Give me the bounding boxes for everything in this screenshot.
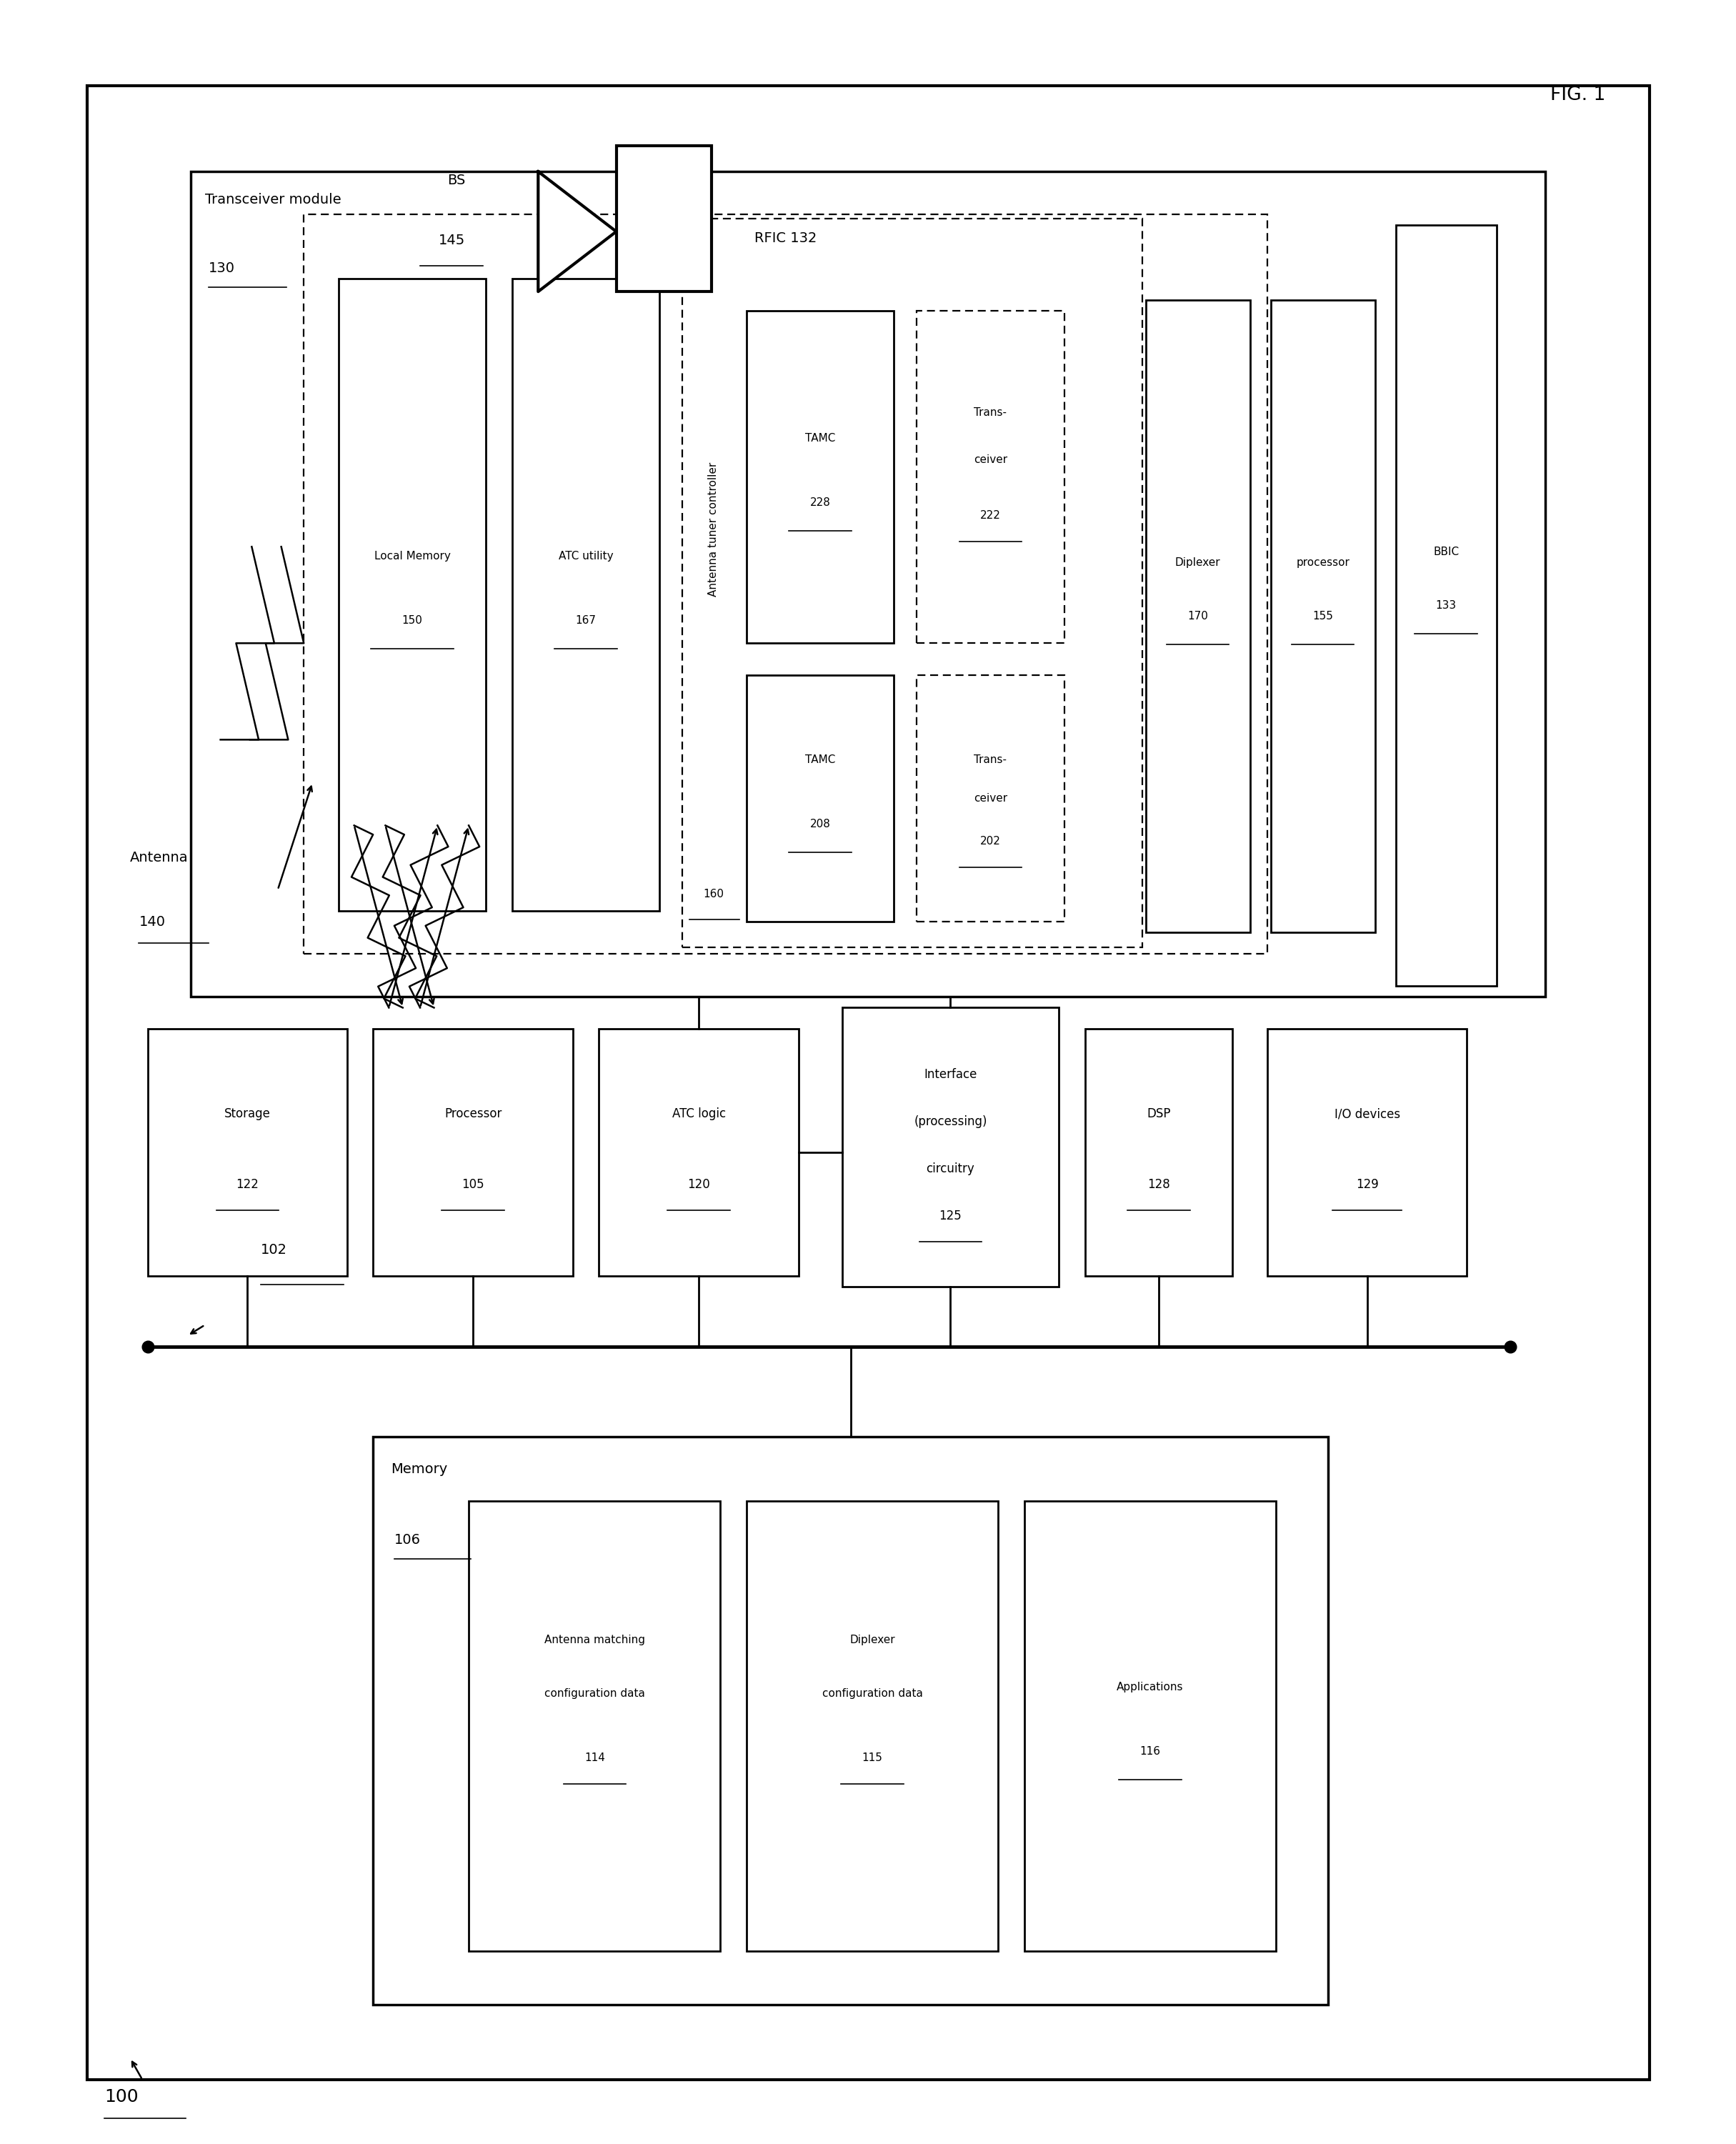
FancyBboxPatch shape: [373, 1029, 573, 1276]
Text: 150: 150: [403, 615, 422, 626]
Text: Local Memory: Local Memory: [375, 551, 450, 562]
Text: 129: 129: [1356, 1179, 1378, 1190]
FancyBboxPatch shape: [469, 1501, 720, 1951]
Text: FIG. 1: FIG. 1: [1550, 86, 1606, 105]
FancyBboxPatch shape: [1024, 1501, 1276, 1951]
Text: 145: 145: [439, 234, 465, 247]
Text: Trans-: Trans-: [974, 407, 1007, 418]
Text: 140: 140: [139, 915, 165, 928]
Text: Antenna tuner controller: Antenna tuner controller: [708, 463, 719, 596]
Text: Diplexer: Diplexer: [1175, 557, 1220, 568]
Text: 116: 116: [1141, 1747, 1160, 1756]
Text: ceiver: ceiver: [974, 455, 1007, 465]
Text: 120: 120: [687, 1179, 710, 1190]
FancyBboxPatch shape: [1396, 225, 1496, 986]
Text: 125: 125: [939, 1209, 962, 1222]
Text: Storage: Storage: [224, 1108, 271, 1119]
Text: 105: 105: [462, 1179, 484, 1190]
Text: 102: 102: [260, 1244, 286, 1256]
FancyBboxPatch shape: [373, 1436, 1328, 2005]
Text: DSP: DSP: [1147, 1108, 1170, 1119]
FancyBboxPatch shape: [746, 675, 894, 922]
Text: 128: 128: [1147, 1179, 1170, 1190]
Text: Antenna: Antenna: [130, 851, 189, 864]
Text: Interface: Interface: [924, 1068, 977, 1081]
Text: 208: 208: [811, 819, 830, 830]
Text: ATC utility: ATC utility: [559, 551, 613, 562]
Text: Processor: Processor: [444, 1108, 502, 1119]
Text: Transceiver module: Transceiver module: [205, 193, 340, 206]
Text: 202: 202: [981, 836, 1000, 847]
Text: 222: 222: [981, 510, 1000, 521]
FancyBboxPatch shape: [339, 279, 486, 911]
FancyBboxPatch shape: [1271, 300, 1375, 933]
Text: 100: 100: [104, 2088, 139, 2105]
Text: circuitry: circuitry: [927, 1162, 974, 1175]
Text: 114: 114: [585, 1754, 604, 1762]
FancyBboxPatch shape: [917, 311, 1064, 643]
Text: 170: 170: [1187, 611, 1208, 622]
Text: 115: 115: [863, 1754, 882, 1762]
Text: Diplexer: Diplexer: [849, 1636, 896, 1644]
FancyBboxPatch shape: [1085, 1029, 1233, 1276]
Polygon shape: [538, 172, 616, 292]
FancyBboxPatch shape: [87, 86, 1649, 2080]
Text: configuration data: configuration data: [823, 1689, 922, 1698]
FancyBboxPatch shape: [746, 311, 894, 643]
FancyBboxPatch shape: [1146, 300, 1250, 933]
Text: 130: 130: [208, 262, 234, 274]
Text: TAMC: TAMC: [806, 433, 835, 444]
Text: ATC logic: ATC logic: [672, 1108, 726, 1119]
Text: 133: 133: [1436, 600, 1457, 611]
Text: configuration data: configuration data: [545, 1689, 644, 1698]
Text: BS: BS: [448, 174, 465, 187]
Text: 155: 155: [1312, 611, 1333, 622]
Text: RFIC 132: RFIC 132: [755, 232, 816, 244]
Text: 167: 167: [576, 615, 595, 626]
Text: 228: 228: [811, 497, 830, 508]
Text: 122: 122: [236, 1179, 259, 1190]
FancyBboxPatch shape: [191, 172, 1545, 997]
Text: (processing): (processing): [913, 1115, 988, 1128]
FancyBboxPatch shape: [512, 279, 660, 911]
FancyBboxPatch shape: [746, 1501, 998, 1951]
FancyBboxPatch shape: [1267, 1029, 1467, 1276]
Text: TAMC: TAMC: [806, 755, 835, 765]
Text: processor: processor: [1297, 557, 1349, 568]
FancyBboxPatch shape: [842, 1008, 1059, 1286]
FancyBboxPatch shape: [917, 675, 1064, 922]
Text: Antenna matching: Antenna matching: [543, 1636, 646, 1644]
Text: BBIC: BBIC: [1434, 547, 1458, 557]
Text: ceiver: ceiver: [974, 793, 1007, 804]
Text: 160: 160: [703, 890, 724, 898]
Text: Trans-: Trans-: [974, 755, 1007, 765]
Text: Applications: Applications: [1116, 1683, 1184, 1692]
FancyBboxPatch shape: [148, 1029, 347, 1276]
Text: 106: 106: [394, 1533, 420, 1546]
Text: Memory: Memory: [391, 1462, 448, 1475]
FancyBboxPatch shape: [599, 1029, 799, 1276]
Text: I/O devices: I/O devices: [1335, 1108, 1399, 1119]
FancyBboxPatch shape: [616, 146, 712, 292]
